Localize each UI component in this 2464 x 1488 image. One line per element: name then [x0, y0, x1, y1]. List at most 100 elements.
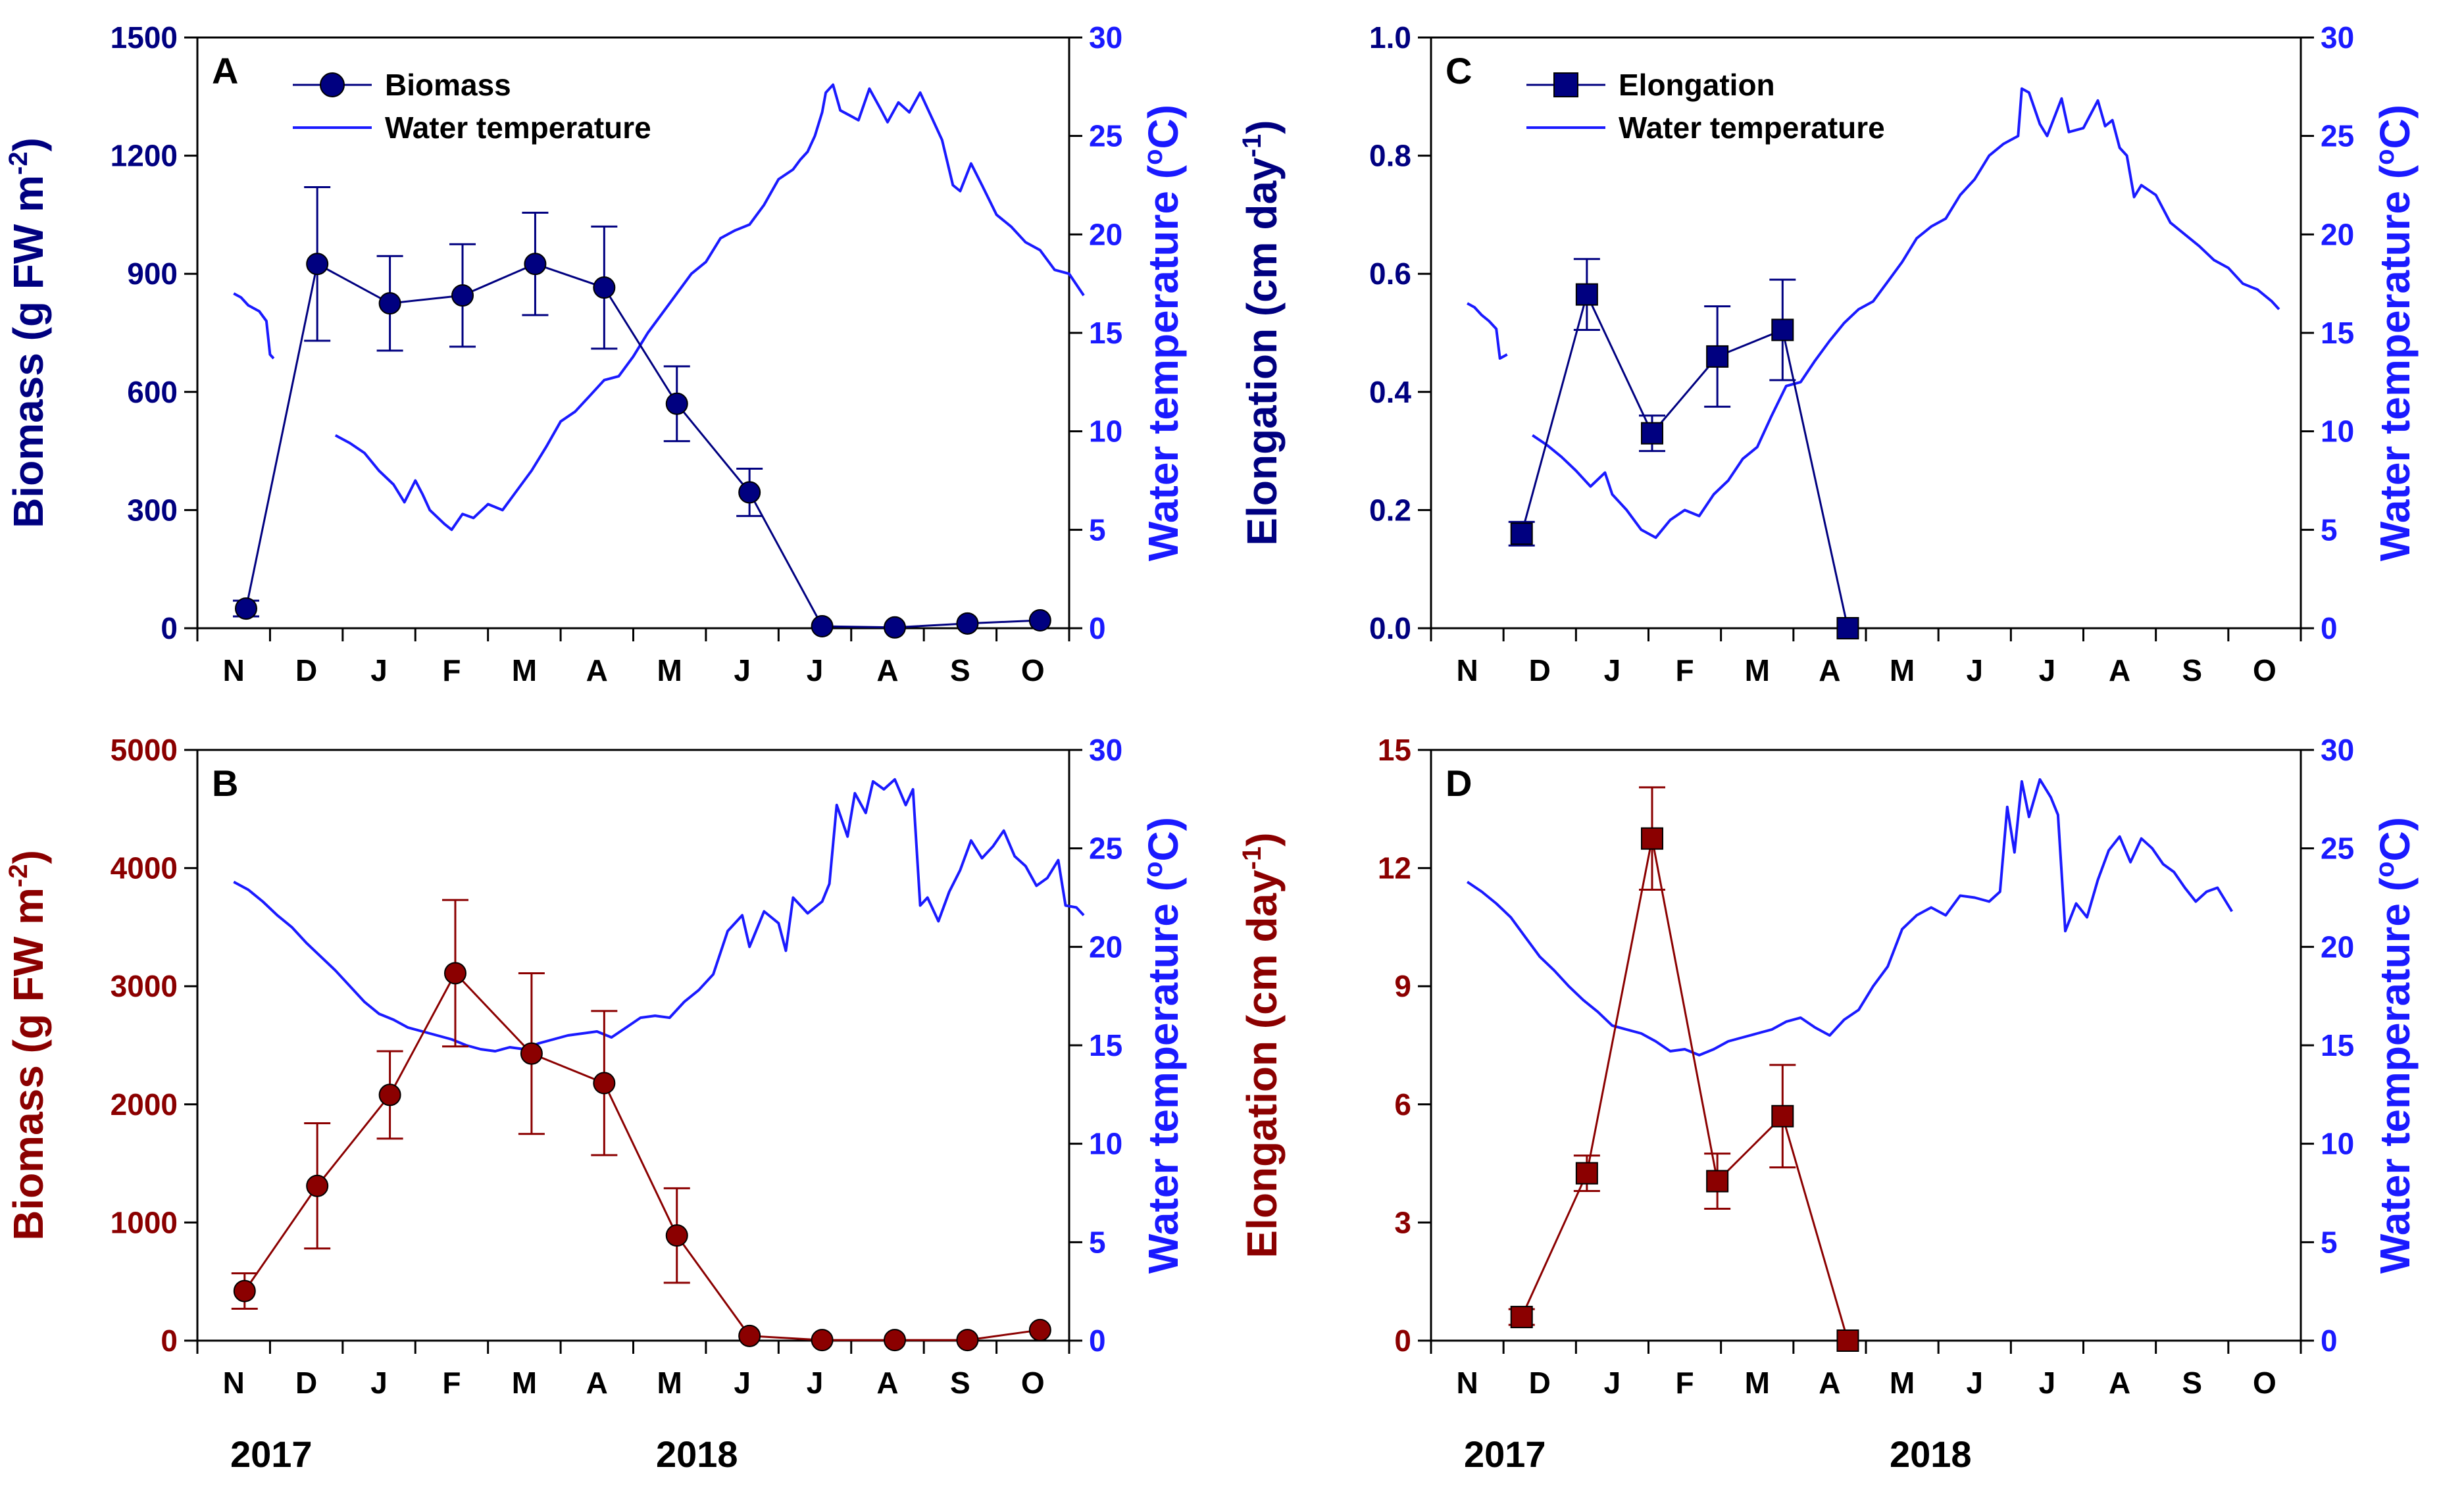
water-temperature-line [1467, 302, 1508, 360]
y-right-tick-label: 30 [1089, 20, 1122, 55]
x-tick-label: A [2109, 1366, 2130, 1400]
x-tick-label: S [950, 653, 970, 687]
data-point [451, 284, 474, 307]
y-right-axis-title-sup: o [2371, 861, 2400, 877]
y-right-tick-label: 15 [1089, 316, 1122, 350]
y-left-tick-label: 900 [127, 257, 178, 291]
x-tick-label: M [657, 1366, 682, 1400]
x-tick-label: J [2039, 1366, 2056, 1400]
panel-C: 0.0 0.2 0.4 0.6 0.8 1.0 0 5 10 15 20 25 30 N D J F M A M J J A… [1238, 20, 2419, 687]
year-label-2017: 2017 [1464, 1433, 1546, 1475]
year-label-2018: 2018 [656, 1433, 738, 1475]
water-temperature-line [233, 778, 1085, 1053]
y-right-tick-label: 5 [2321, 1225, 2338, 1259]
data-point [956, 1329, 979, 1352]
y-right-axis-title: Water temperature (oC) [2371, 817, 2419, 1274]
y-right-axis-title: Water temperature (oC) [2371, 105, 2419, 561]
data-point [593, 276, 616, 299]
data-point [884, 1329, 906, 1352]
panel-label: A [212, 50, 238, 91]
x-tick-label: S [950, 1366, 970, 1400]
x-tick-label: F [1676, 1366, 1694, 1400]
y-left-tick-label: 600 [127, 375, 178, 409]
y-right-tick-label: 20 [1089, 930, 1122, 964]
y-left-axis-title-close: ) [1238, 120, 1286, 134]
x-tick-label: M [1745, 653, 1770, 687]
y-right-tick-label: 15 [2321, 316, 2354, 350]
y-right-axis-title: Water temperature (oC) [1139, 817, 1187, 1274]
data-point [1575, 1162, 1598, 1185]
y-right-tick-label: 0 [1089, 611, 1106, 645]
y-right-tick-label: 0 [2321, 611, 2338, 645]
x-tick-label: J [1604, 653, 1621, 687]
y-right-tick-label: 0 [1089, 1324, 1106, 1358]
x-tick-label: N [1456, 1366, 1478, 1400]
y-left-tick-label: 2000 [111, 1087, 178, 1122]
y-left-tick-label: 1200 [111, 139, 178, 173]
y-right-axis-title-main: Water temperature ( [2371, 164, 2419, 561]
x-tick-label: D [295, 1366, 317, 1400]
data-point [1706, 345, 1729, 368]
y-right-tick-label: 30 [1089, 733, 1122, 767]
y-right-axis-title-close: C) [2371, 817, 2419, 862]
x-tick-label: O [1021, 1366, 1045, 1400]
y-right-axis-title-sup: o [1139, 149, 1168, 164]
x-tick-label: D [1529, 1366, 1551, 1400]
y-right-axis-title-close: C) [1140, 105, 1187, 149]
legend-label: Elongation [1619, 68, 1775, 102]
y-left-tick-label: 0.4 [1369, 375, 1411, 409]
x-tick-label: D [295, 653, 317, 687]
y-left-tick-label: 1.0 [1369, 20, 1411, 55]
x-tick-label: A [1819, 1366, 1840, 1400]
water-temperature-line [233, 292, 275, 360]
y-right-axis-title-sup: o [1139, 861, 1168, 877]
y-left-axis-title-main: Biomass (g FW m [5, 175, 52, 528]
water-temperature-line [334, 83, 1085, 532]
x-tick-label: M [512, 1366, 537, 1400]
data-point [738, 1324, 761, 1347]
data-point [956, 612, 979, 635]
data-point [1836, 617, 1859, 639]
y-right-tick-label: 25 [2321, 831, 2354, 866]
data-point [1028, 609, 1051, 632]
panel-label: C [1446, 50, 1472, 91]
x-tick-label: J [1966, 653, 1983, 687]
y-right-axis-title-sup: o [2371, 149, 2400, 164]
y-left-tick-label: 0.8 [1369, 139, 1411, 173]
y-right-tick-label: 5 [1089, 512, 1106, 547]
y-right-tick-label: 30 [2321, 733, 2354, 767]
y-left-tick-label: 6 [1394, 1087, 1411, 1122]
data-point [1575, 283, 1598, 306]
y-right-tick-label: 10 [1089, 1127, 1122, 1161]
y-left-axis-title-sup: -2 [4, 864, 33, 887]
legend-label: Biomass [385, 68, 511, 102]
data-point [1771, 318, 1794, 341]
data-point [1836, 1329, 1859, 1352]
x-tick-label: F [1676, 653, 1694, 687]
panel-B: 0 1000 2000 3000 4000 5000 0 5 10 15 20 25 30 N D J F M A M… [4, 733, 1187, 1475]
y-left-tick-label: 300 [127, 493, 178, 527]
series-line [245, 262, 1040, 629]
x-tick-label: M [512, 653, 537, 687]
x-tick-label: M [1890, 653, 1915, 687]
year-label-2018: 2018 [1890, 1433, 1972, 1475]
y-left-axis-title-sup: -1 [1238, 847, 1267, 870]
y-right-axis-title: Water temperature (oC) [1139, 105, 1187, 561]
data-point [378, 292, 401, 315]
year-label-2017: 2017 [230, 1433, 313, 1475]
x-tick-label: M [1745, 1366, 1770, 1400]
data-point [1771, 1104, 1794, 1128]
x-tick-label: A [876, 653, 898, 687]
x-tick-label: M [657, 653, 682, 687]
x-tick-label: A [2109, 653, 2130, 687]
x-tick-label: J [807, 1366, 824, 1400]
x-tick-label: A [1819, 653, 1840, 687]
data-point [1028, 1318, 1051, 1341]
plot-frame [196, 749, 1070, 1342]
y-right-tick-label: 10 [2321, 1127, 2354, 1161]
data-point [443, 962, 466, 985]
data-point [1510, 522, 1533, 545]
y-left-tick-label: 9 [1394, 969, 1411, 1003]
y-left-axis-title-main: Biomass (g FW m [5, 887, 52, 1241]
x-tick-label: M [1890, 1366, 1915, 1400]
